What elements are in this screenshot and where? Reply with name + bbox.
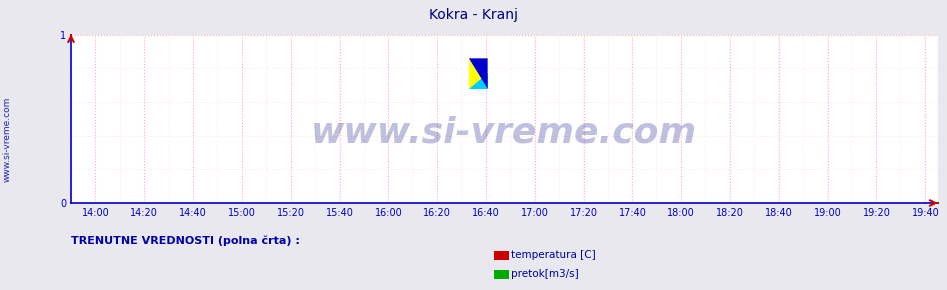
Polygon shape — [469, 58, 488, 89]
Text: temperatura [C]: temperatura [C] — [511, 250, 596, 260]
Polygon shape — [469, 58, 488, 89]
Text: pretok[m3/s]: pretok[m3/s] — [511, 269, 580, 279]
Polygon shape — [469, 73, 488, 89]
Text: www.si-vreme.com: www.si-vreme.com — [312, 115, 697, 149]
Text: www.si-vreme.com: www.si-vreme.com — [3, 97, 12, 182]
Text: TRENUTNE VREDNOSTI (polna črta) :: TRENUTNE VREDNOSTI (polna črta) : — [71, 235, 300, 246]
Text: Kokra - Kranj: Kokra - Kranj — [429, 8, 518, 22]
